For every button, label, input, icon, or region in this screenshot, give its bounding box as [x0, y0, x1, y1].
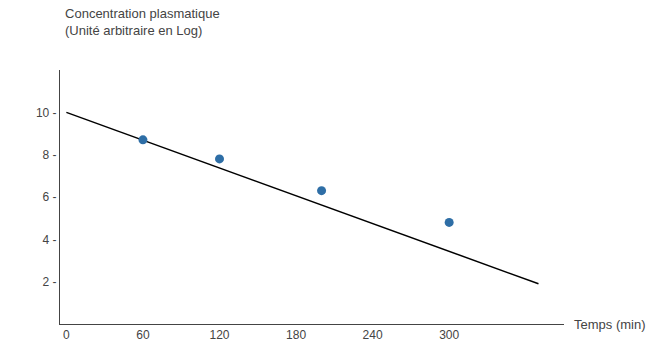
svg-text:60: 60: [136, 328, 150, 342]
svg-text:240: 240: [363, 328, 383, 342]
svg-text:180: 180: [286, 328, 306, 342]
svg-text:Concentration plasmatique(Unit: Concentration plasmatique(Unité arbitrai…: [65, 6, 220, 38]
svg-text:0: 0: [63, 328, 70, 342]
svg-text:6 -: 6 -: [43, 190, 57, 204]
svg-text:8 -: 8 -: [43, 148, 57, 162]
svg-text:120: 120: [209, 328, 229, 342]
svg-text:300: 300: [439, 328, 459, 342]
svg-text:4 -: 4 -: [43, 233, 57, 247]
svg-text:Temps (min): Temps (min): [574, 317, 646, 332]
svg-text:2 -: 2 -: [43, 275, 57, 289]
svg-text:10 -: 10 -: [36, 106, 57, 120]
